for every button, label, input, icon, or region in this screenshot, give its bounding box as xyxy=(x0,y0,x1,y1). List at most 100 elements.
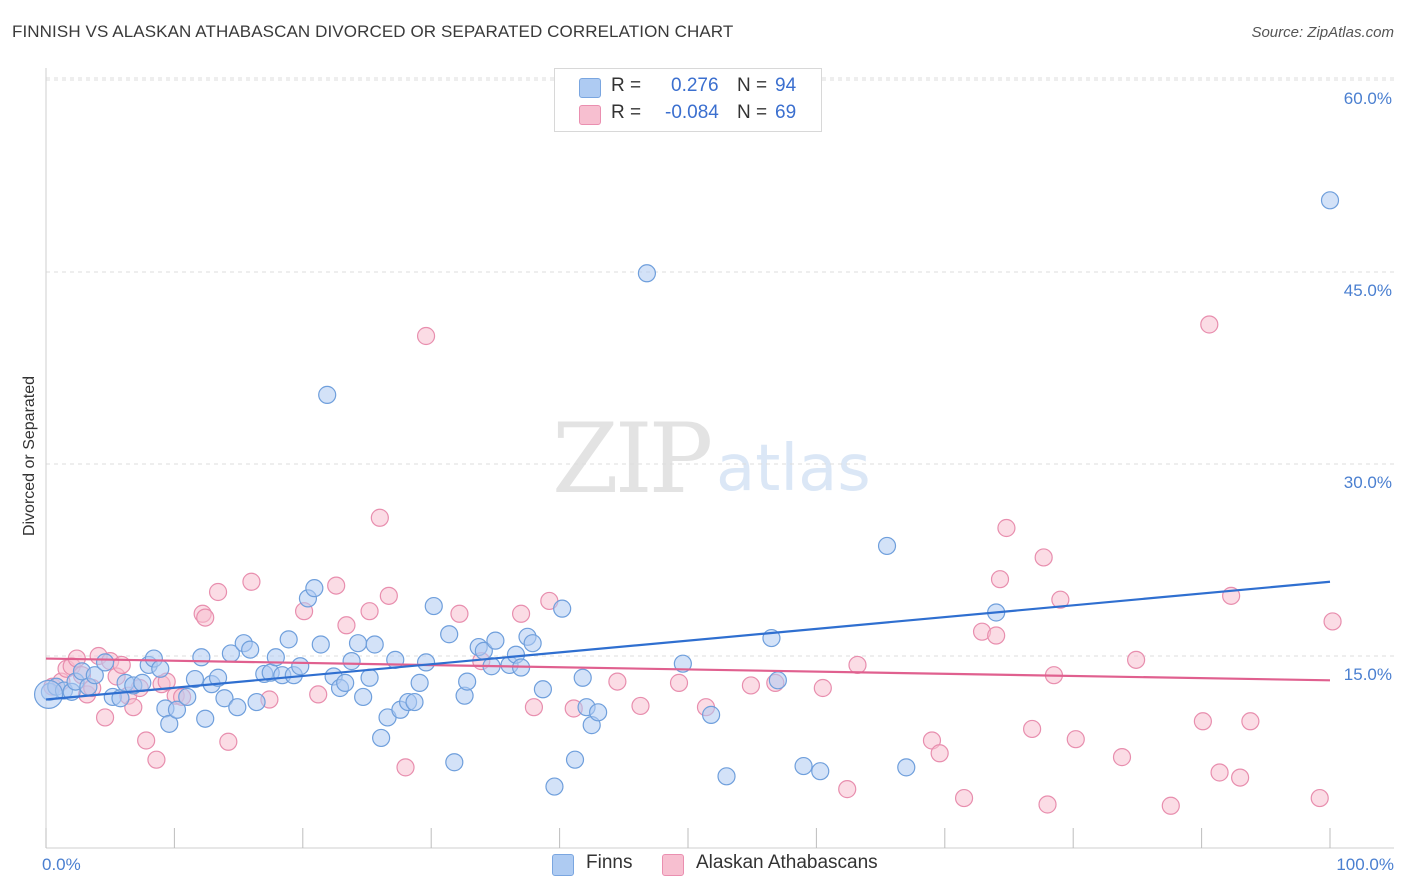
watermark-zip: ZIP xyxy=(552,403,711,515)
athabascan-point xyxy=(95,708,115,727)
finns-point xyxy=(416,653,436,672)
athabascan-point xyxy=(1127,650,1146,669)
finns-point xyxy=(95,653,115,672)
legend-swatch-athabascans xyxy=(579,105,601,125)
finns-point xyxy=(589,703,608,722)
finns-point xyxy=(85,666,104,685)
finns-point xyxy=(768,671,787,690)
athabascan-point xyxy=(219,732,238,751)
finns-point xyxy=(440,625,459,644)
athabascan-point xyxy=(1051,590,1070,609)
athabascan-point xyxy=(379,586,398,605)
finns-point xyxy=(354,687,373,707)
athabascan-point xyxy=(147,750,166,769)
finns-point xyxy=(486,631,505,650)
watermark: ZIP atlas xyxy=(552,403,871,515)
finns-point xyxy=(637,264,657,283)
watermark-atlas: atlas xyxy=(716,432,871,506)
finns-point xyxy=(565,750,585,769)
athabascan-point xyxy=(396,758,415,777)
athabascan-point xyxy=(741,676,761,695)
athabascan-point xyxy=(1112,748,1132,767)
athabascan-point xyxy=(1161,796,1180,815)
source-label: Source: ZipAtlas.com xyxy=(1251,24,1394,41)
athabascan-point xyxy=(327,576,346,595)
finns-point xyxy=(348,634,368,653)
tick-labels: 15.0% 30.0% 45.0% 60.0% 0.0% 100.0% xyxy=(42,89,1394,874)
finns-point xyxy=(533,680,553,699)
y-axis-title: Divorced or Separated xyxy=(21,376,38,536)
bottom-legend-label-finns: Finns xyxy=(586,852,633,873)
finns-point xyxy=(405,692,424,712)
athabascan-point xyxy=(1200,315,1219,334)
athabascan-point xyxy=(1231,768,1250,787)
athabascan-point xyxy=(1193,712,1212,731)
finns-point xyxy=(160,714,179,733)
legend-n-label: N = xyxy=(737,75,768,96)
finns-point xyxy=(702,705,721,724)
finns-point xyxy=(247,692,266,712)
athabascan-point xyxy=(631,696,650,716)
finns-point xyxy=(133,673,152,692)
athabascan-point xyxy=(1310,788,1329,808)
legend-swatch-finns xyxy=(579,78,601,98)
y-tick-label: 15.0% xyxy=(1344,665,1392,684)
finns-point xyxy=(410,673,429,692)
athabascan-point xyxy=(669,673,689,692)
finns-point xyxy=(342,652,361,671)
finns-point xyxy=(151,659,170,678)
bottom-legend-swatch-finns xyxy=(552,854,574,876)
athabascan-point xyxy=(370,508,389,527)
athabascan-point xyxy=(1023,719,1042,739)
athabascan-point xyxy=(1034,548,1053,567)
athabascan-point xyxy=(1241,712,1260,731)
athabascan-point xyxy=(360,602,379,621)
finns-point xyxy=(208,668,228,687)
bottom-legend: Finns Alaskan Athabascans xyxy=(0,852,1406,878)
finns-point xyxy=(167,700,187,719)
athabascan-point xyxy=(813,678,832,698)
finns-point xyxy=(811,762,830,781)
athabascan-trend-line xyxy=(45,657,1331,682)
athabascan-point xyxy=(990,570,1010,589)
athabascan-point xyxy=(1323,612,1342,631)
x-tick-label: 100.0% xyxy=(1336,855,1394,874)
y-tick-label: 45.0% xyxy=(1344,281,1392,300)
axes xyxy=(45,68,1394,849)
athabascan-point xyxy=(848,655,867,675)
legend-box: R = 0.276 N = 94 R = -0.084 N = 69 xyxy=(554,68,822,132)
athabascan-point xyxy=(997,518,1016,538)
finns-point xyxy=(523,634,542,653)
finns-point xyxy=(33,679,64,710)
finns-point xyxy=(573,668,592,687)
athabascan-point xyxy=(416,326,436,346)
y-tick-label: 60.0% xyxy=(1344,89,1392,108)
finns-point xyxy=(877,536,897,556)
finns-point xyxy=(458,672,477,691)
finns-point xyxy=(241,640,260,659)
athabascan-point xyxy=(1210,763,1229,782)
finns-point xyxy=(279,630,298,649)
finns-point xyxy=(336,673,355,692)
finns-point xyxy=(360,668,379,687)
athabascan-point xyxy=(954,788,974,808)
athabascan-point xyxy=(987,626,1006,645)
finns-point xyxy=(445,753,464,772)
finns-point xyxy=(311,635,330,654)
finns-point xyxy=(545,777,564,796)
legend-r-value-athabascans: -0.084 xyxy=(665,102,719,123)
athabascan-point xyxy=(242,572,261,591)
athabascan-point xyxy=(838,780,857,799)
bottom-legend-swatch-athabascans xyxy=(662,854,684,876)
athabascan-point xyxy=(309,685,328,704)
chart-title: FINNISH VS ALASKAN ATHABASCAN DIVORCED O… xyxy=(12,22,734,41)
athabascan-point xyxy=(930,744,949,763)
x-tick-label: 0.0% xyxy=(42,855,81,874)
legend-r-label: R = xyxy=(611,75,642,96)
finns-point xyxy=(228,698,247,717)
legend-n-label: N = xyxy=(737,102,768,123)
finns-point xyxy=(424,596,443,616)
finns-point xyxy=(291,657,310,676)
finns-point xyxy=(178,687,197,707)
legend-n-value-finns: 94 xyxy=(775,75,797,96)
